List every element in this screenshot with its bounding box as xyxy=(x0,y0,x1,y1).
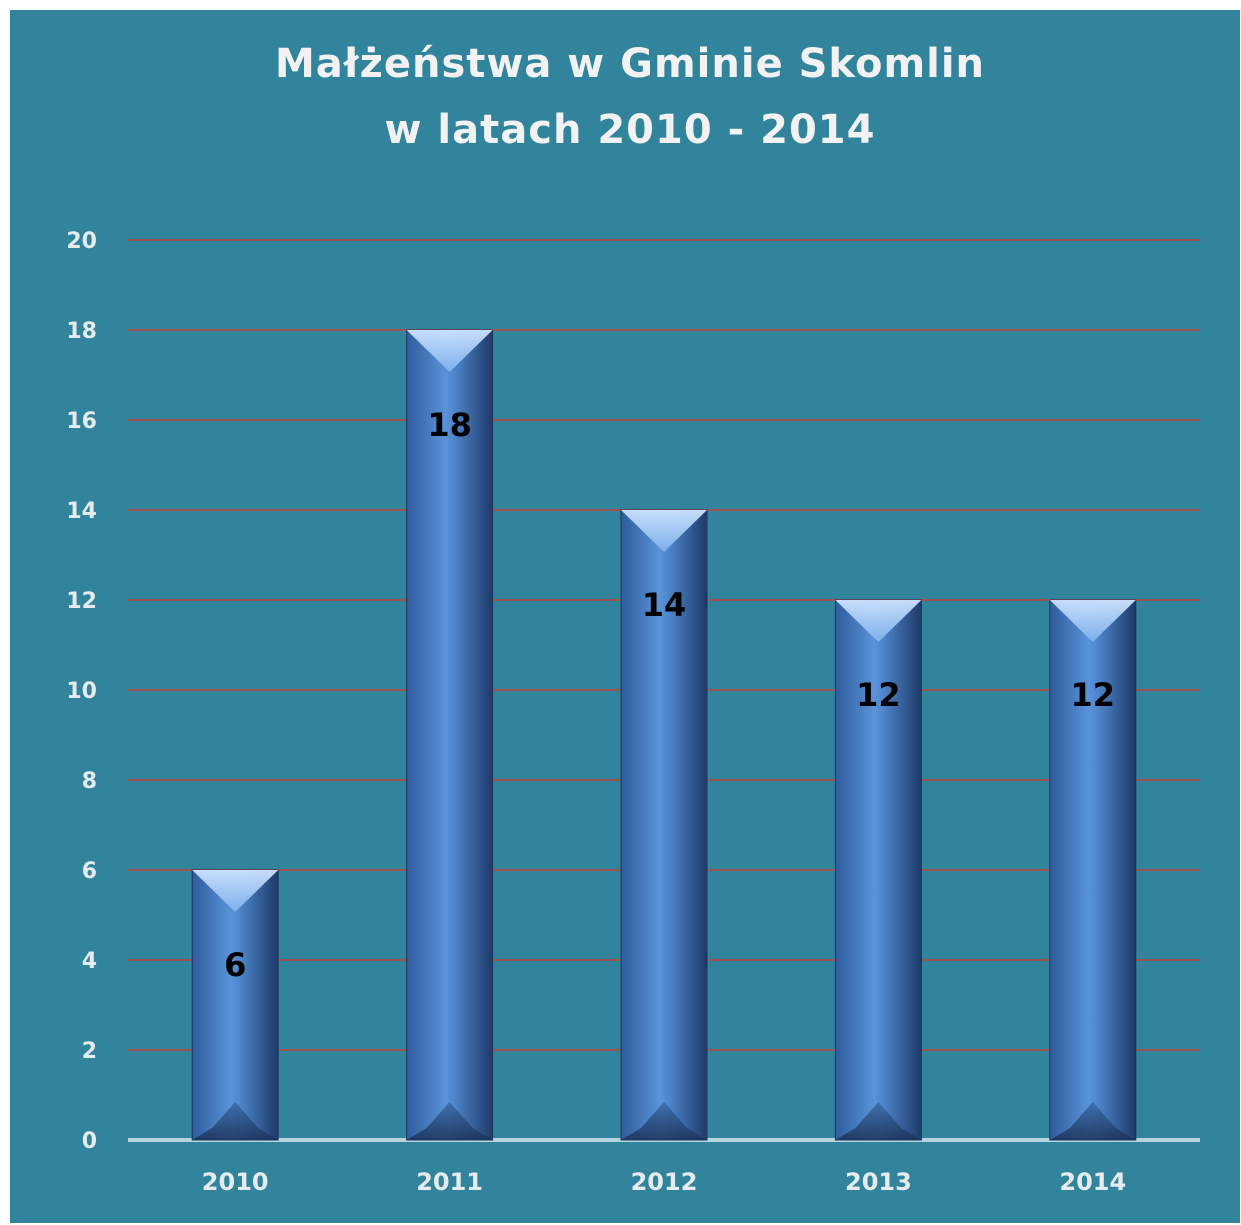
y-tick-label: 20 xyxy=(66,229,97,254)
data-label: 6 xyxy=(224,946,246,984)
bar-chart: Małżeństwa w Gminie Skomlin w latach 201… xyxy=(66,41,1200,1196)
bar-cap xyxy=(621,510,707,552)
y-tick-label: 10 xyxy=(66,679,97,704)
bar-2013: 12 xyxy=(834,599,922,1141)
bars: 6 18 14 12 12 xyxy=(191,329,1137,1141)
bar-body xyxy=(834,599,922,1141)
bar-cap xyxy=(835,600,922,642)
data-label: 14 xyxy=(642,586,687,624)
chart-title-line-1: Małżeństwa w Gminie Skomlin xyxy=(275,41,985,87)
y-tick-label: 2 xyxy=(82,1039,97,1064)
bar-body xyxy=(406,329,494,1141)
x-tick-label: 2011 xyxy=(416,1168,483,1196)
chart-frame: Małżeństwa w Gminie Skomlin w latach 201… xyxy=(10,10,1240,1223)
x-tick-label: 2014 xyxy=(1059,1168,1126,1196)
bar-cap xyxy=(192,870,279,912)
chart-title-line-2: w latach 2010 - 2014 xyxy=(385,107,876,153)
data-label: 18 xyxy=(427,406,472,444)
y-axis-ticks: 0 2 4 6 8 10 12 14 16 18 20 xyxy=(66,229,97,1154)
bar-cap xyxy=(1049,600,1136,642)
x-tick-label: 2010 xyxy=(202,1168,269,1196)
bar-2010: 6 xyxy=(191,869,279,1141)
y-tick-label: 14 xyxy=(66,499,97,524)
bar-2012: 14 xyxy=(620,509,708,1141)
bar-body xyxy=(620,509,708,1141)
y-tick-label: 12 xyxy=(66,589,97,614)
y-tick-label: 6 xyxy=(82,859,97,884)
data-label: 12 xyxy=(856,676,901,714)
y-tick-label: 0 xyxy=(82,1129,97,1154)
x-tick-label: 2013 xyxy=(845,1168,912,1196)
bar-2011: 18 xyxy=(406,329,494,1141)
x-axis-ticks: 2010 2011 2012 2013 2014 xyxy=(202,1168,1126,1196)
y-tick-label: 8 xyxy=(82,769,97,794)
bar-body xyxy=(191,869,279,1141)
y-tick-label: 4 xyxy=(82,949,97,974)
bar-body xyxy=(1049,599,1137,1141)
y-tick-label: 18 xyxy=(66,319,97,344)
y-tick-label: 16 xyxy=(66,409,97,434)
bar-2014: 12 xyxy=(1049,599,1137,1141)
x-tick-label: 2012 xyxy=(631,1168,698,1196)
bar-base xyxy=(621,1102,707,1140)
bar-base xyxy=(406,1102,493,1140)
bar-base xyxy=(192,1102,279,1140)
bar-base xyxy=(1049,1102,1136,1140)
bar-cap xyxy=(406,330,493,372)
bar-base xyxy=(835,1102,922,1140)
data-label: 12 xyxy=(1071,676,1116,714)
